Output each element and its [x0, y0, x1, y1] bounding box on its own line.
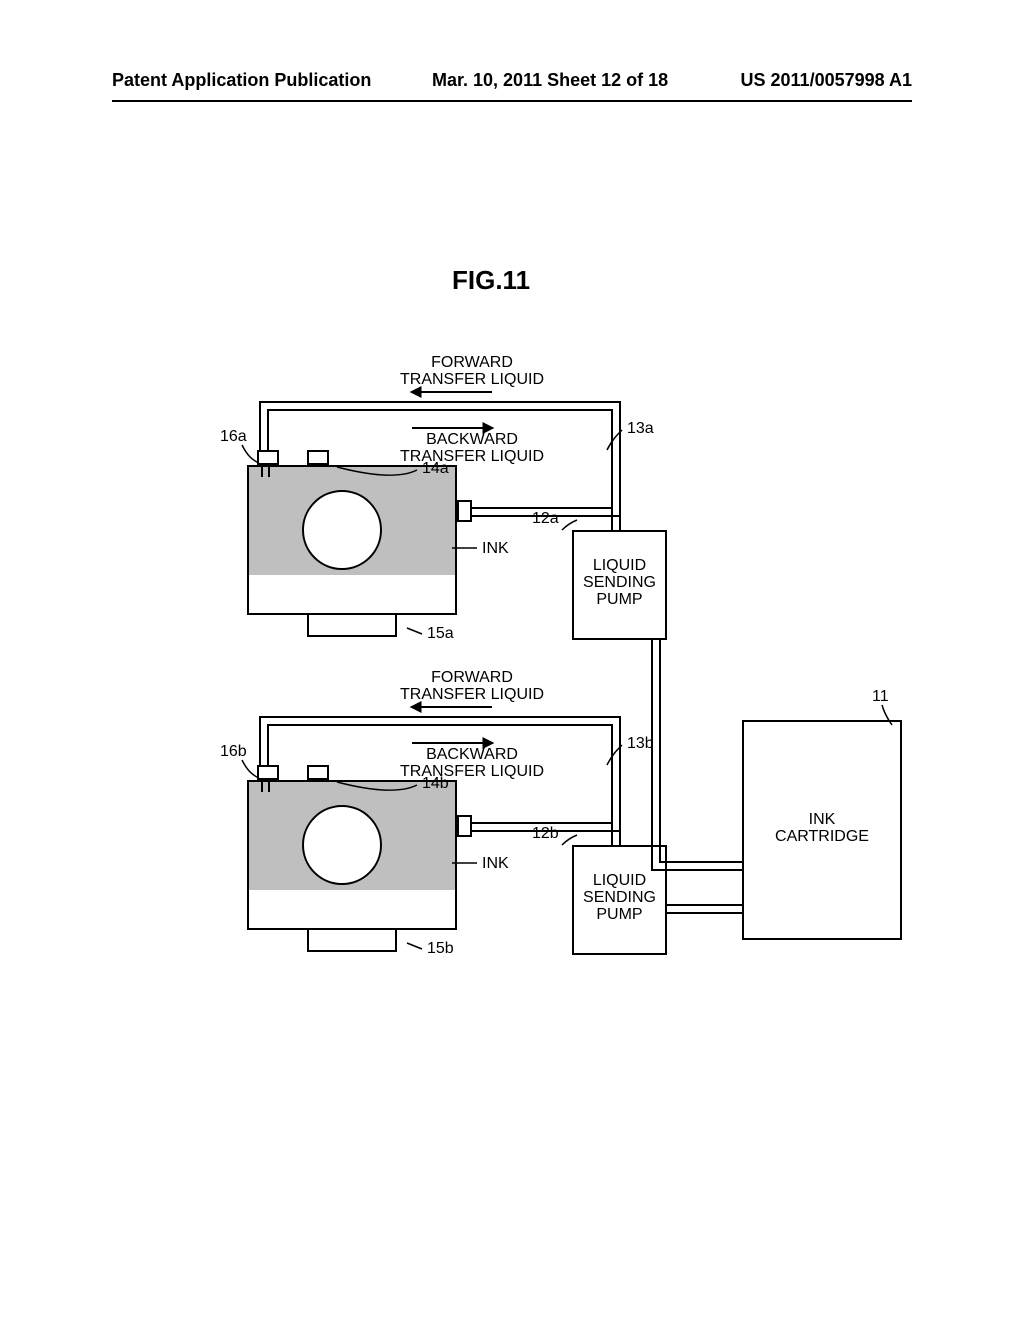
nozzle-15a — [307, 615, 397, 637]
ref-15a: 15a — [427, 625, 454, 643]
pump-a-label: LIQUIDSENDINGPUMP — [577, 558, 662, 608]
cartridge-label: INKCARTRIDGE — [752, 812, 892, 846]
port-b-mid — [307, 765, 329, 780]
nozzle-15b — [307, 930, 397, 952]
header-center: Mar. 10, 2011 Sheet 12 of 18 — [432, 70, 668, 91]
header-right: US 2011/0057998 A1 — [741, 70, 912, 91]
forward-a-label: FORWARDTRANSFER LIQUID — [382, 355, 562, 389]
ref-11: 11 — [872, 688, 889, 706]
ref-13a: 13a — [627, 420, 654, 438]
ref-16b: 16b — [220, 743, 247, 761]
port-14a — [457, 500, 472, 522]
ref-14b: 14b — [422, 775, 449, 793]
pump-b-label: LIQUIDSENDINGPUMP — [577, 873, 662, 923]
window-b — [302, 805, 382, 885]
ref-16a: 16a — [220, 428, 247, 446]
diagram: LIQUIDSENDINGPUMP LIQUIDSENDINGPUMP INKC… — [212, 350, 912, 1030]
figure-title: FIG.11 — [452, 265, 530, 296]
ink-b-label: INK — [482, 855, 509, 873]
ref-15b: 15b — [427, 940, 454, 958]
port-14b — [457, 815, 472, 837]
window-a — [302, 490, 382, 570]
port-a-left — [257, 450, 279, 465]
ref-13b: 13b — [627, 735, 654, 753]
ref-12a: 12a — [532, 510, 559, 528]
backward-a-label: BACKWARDTRANSFER LIQUID — [382, 432, 562, 466]
port-b-left — [257, 765, 279, 780]
ref-12b: 12b — [532, 825, 559, 843]
ink-a-label: INK — [482, 540, 509, 558]
header-rule — [112, 100, 912, 102]
forward-b-label: FORWARDTRANSFER LIQUID — [382, 670, 562, 704]
header-left: Patent Application Publication — [112, 70, 371, 91]
page: Patent Application Publication Mar. 10, … — [112, 70, 912, 1250]
backward-b-label: BACKWARDTRANSFER LIQUID — [382, 747, 562, 781]
ref-14a: 14a — [422, 460, 449, 478]
port-a-mid — [307, 450, 329, 465]
